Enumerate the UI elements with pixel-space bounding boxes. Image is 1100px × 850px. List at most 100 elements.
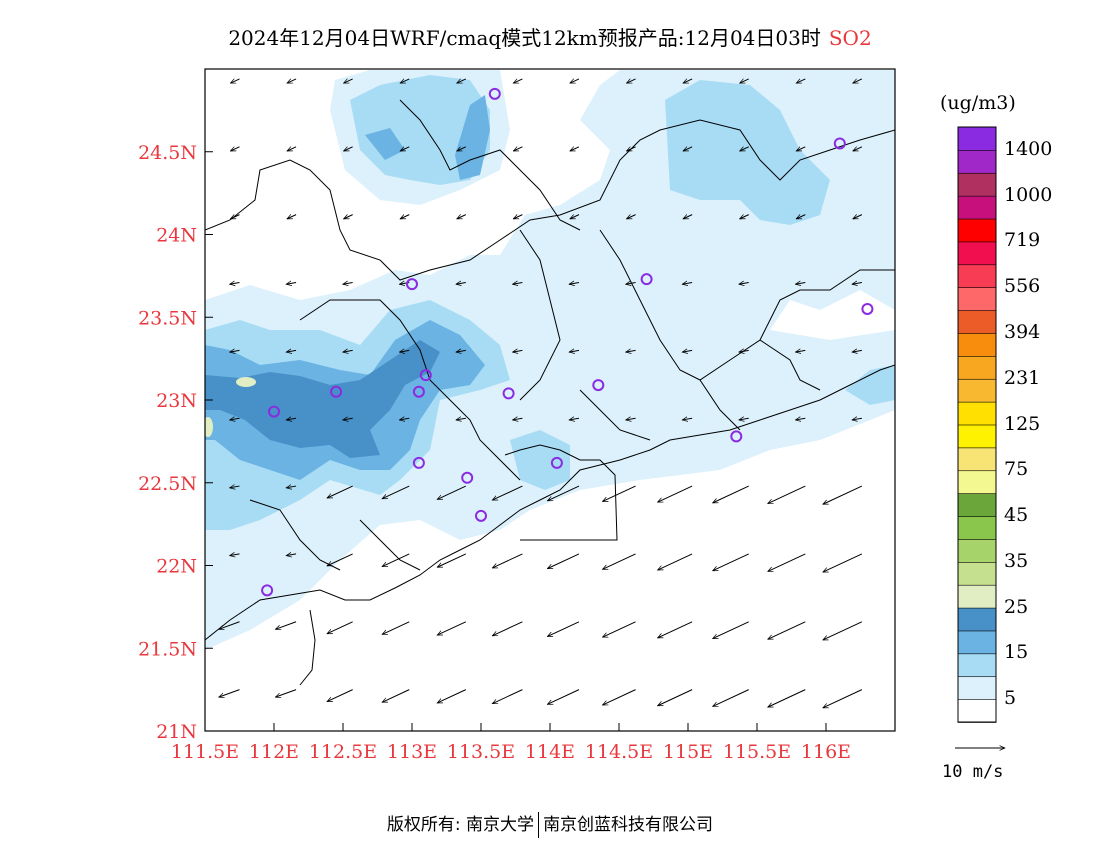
wind-arrow <box>602 485 636 502</box>
wind-arrow <box>382 485 410 500</box>
wind-arrow <box>713 553 749 572</box>
coastline <box>205 364 895 641</box>
station-marker <box>330 385 343 398</box>
wind-arrow <box>513 418 523 420</box>
lat-label: 21N <box>156 721 197 743</box>
wind-arrow <box>230 486 240 488</box>
wind-arrow <box>852 418 862 420</box>
colorbar-swatch <box>957 424 997 449</box>
wind-arrow <box>327 621 353 635</box>
lon-label: 112E <box>249 741 299 763</box>
wind-arrow <box>275 689 297 698</box>
colorbar-swatch <box>957 241 997 266</box>
wind-arrow <box>713 485 749 504</box>
title-text: 2024年12月04日WRF/cmaq模式12km预报产品:12月04日03时 <box>228 26 821 50</box>
wind-arrow <box>547 485 580 502</box>
station-marker <box>861 302 874 315</box>
wind-arrow <box>457 147 467 152</box>
wind-arrow <box>626 418 636 420</box>
colorbar-swatch <box>957 447 997 472</box>
wind-arrow <box>547 553 580 570</box>
wind-arrow <box>230 350 240 352</box>
wind-arrow <box>286 554 297 556</box>
station-marker <box>592 379 605 392</box>
wind-arrow <box>400 215 410 220</box>
wind-arrow <box>492 553 523 569</box>
wind-arrow <box>456 350 466 352</box>
colorbar-label: 35 <box>1004 549 1029 572</box>
wind-arrow <box>287 147 297 152</box>
wind-arrow <box>823 621 863 641</box>
wind-arrow <box>400 79 410 84</box>
station-marker <box>502 387 515 400</box>
wind-arrow <box>569 282 580 284</box>
lat-label: 22.5N <box>138 473 197 495</box>
wind-arrow <box>768 621 806 640</box>
boundaries <box>205 99 895 686</box>
colorbar <box>957 126 997 723</box>
wind-arrow <box>327 553 353 567</box>
wind-arrow <box>513 147 523 152</box>
wind-arrow <box>740 79 749 84</box>
wind-arrow <box>344 147 353 152</box>
wind-arrow <box>327 485 353 499</box>
colorbar-swatch <box>957 264 997 288</box>
wind-arrow <box>739 350 749 352</box>
monitoring-stations <box>261 87 874 597</box>
wind-arrow <box>713 621 749 640</box>
wind-arrow <box>399 350 410 352</box>
colorbar-label: 1400 <box>1004 137 1053 160</box>
colorbar-swatch <box>957 332 997 357</box>
wind-arrow <box>343 350 353 352</box>
so2-hotspot <box>205 417 213 437</box>
wind-arrow <box>513 215 523 220</box>
lon-label: 114.5E <box>585 741 653 763</box>
wind-arrow <box>658 553 693 571</box>
wind-arrow <box>492 689 523 705</box>
wind-arrow <box>682 350 693 352</box>
colorbar-label: 125 <box>1004 412 1041 435</box>
colorbar-swatch <box>957 309 997 334</box>
station-marker <box>461 471 474 484</box>
colorbar-unit: (ug/m3) <box>940 92 1016 114</box>
copyright-footer: 版权所有: 南京大学 南京创蓝科技有限公司 <box>0 810 1100 838</box>
colorbar-label: 394 <box>1004 320 1041 343</box>
station-marker <box>419 369 432 382</box>
county-boundary <box>599 229 895 381</box>
wind-arrow <box>626 282 636 284</box>
colorbar-swatch <box>957 355 997 380</box>
wind-arrow <box>286 418 297 420</box>
province-boundary <box>205 119 895 281</box>
lon-label: 114E <box>525 741 575 763</box>
county-boundary <box>579 339 821 441</box>
station-marker <box>730 430 743 443</box>
copyright-org2: 南京创蓝科技有限公司 <box>543 815 714 835</box>
colorbar-label: 231 <box>1004 366 1041 389</box>
lon-label: 113.5E <box>447 741 515 763</box>
wind-arrow <box>327 689 353 703</box>
wind-arrow <box>382 553 410 568</box>
lon-label: 111.5E <box>171 741 239 763</box>
colorbar-swatch <box>957 172 997 197</box>
wind-arrow <box>626 215 636 220</box>
wind-arrow <box>287 79 297 84</box>
wind-arrow <box>626 79 636 84</box>
wind-arrow <box>796 79 806 84</box>
wind-arrow <box>456 282 466 284</box>
station-marker <box>488 87 501 100</box>
colorbar-label: 5 <box>1004 687 1017 710</box>
station-marker <box>261 584 274 597</box>
wind-arrow <box>602 553 636 570</box>
wind-arrow <box>275 621 297 630</box>
wind-arrow <box>682 418 693 420</box>
lat-label: 23N <box>156 390 197 412</box>
lat-label: 24N <box>156 225 197 247</box>
wind-arrow <box>382 621 410 635</box>
wind-arrow <box>796 147 806 152</box>
wind-arrow <box>683 79 693 84</box>
wind-arrow <box>569 418 580 420</box>
wind-arrow <box>683 215 693 220</box>
colorbar-swatch <box>957 653 997 678</box>
so2-band-15-25-se <box>845 365 895 405</box>
wind-arrow <box>853 215 863 220</box>
